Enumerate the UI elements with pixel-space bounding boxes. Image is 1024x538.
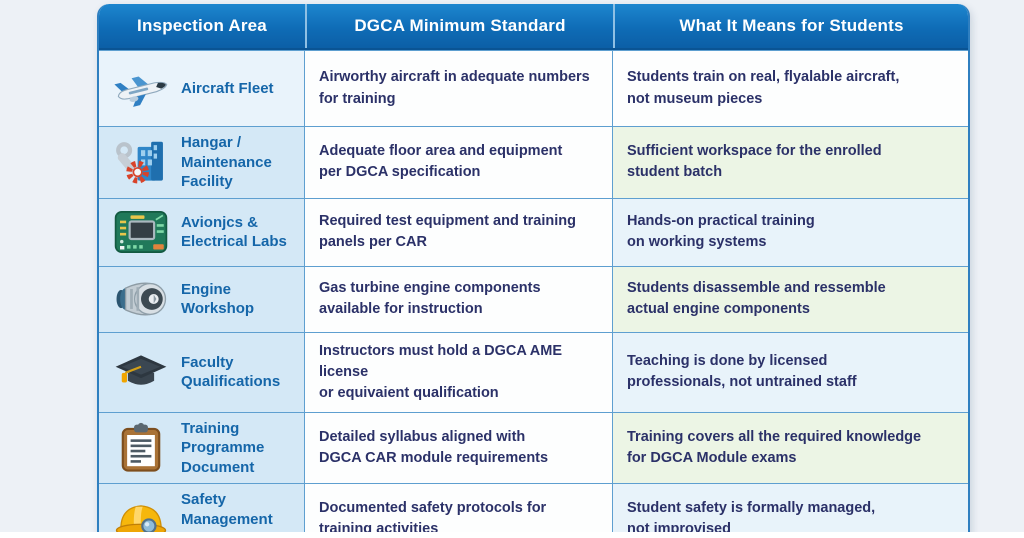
airplane-icon: [111, 66, 171, 112]
table-row: Avionjcs & Electrical Labs Required test…: [99, 197, 968, 266]
inspection-area-label: Hangar / Maintenance Facility: [181, 134, 272, 190]
meaning-cell: Sufficient workspace for the enrolled st…: [613, 127, 968, 198]
inspection-area-label: Aircraft Fleet: [181, 79, 274, 97]
graduation-cap-icon: [111, 350, 171, 394]
column-header-what-it-means: What It Means for Students: [613, 4, 968, 48]
meaning-cell: Teaching is done by licensed professiona…: [613, 332, 968, 412]
hangar-maintenance-icon: [111, 136, 171, 188]
jet-engine-icon: [111, 276, 171, 322]
meaning-cell: Students train on real, flyalable aircra…: [613, 51, 968, 126]
column-header-dgca-minimum-standard: DGCA Minimum Standard: [305, 4, 613, 48]
column-header-inspection-area: Inspection Area: [137, 16, 267, 35]
standard-cell: Documented safety protocols for training…: [305, 484, 613, 538]
page-bottom-strip: [0, 532, 1024, 538]
table-row: Engine Workshop Gas turbine engine compo…: [99, 265, 968, 332]
inspection-area-label: Safety Management System: [181, 491, 273, 538]
table-header-row: Inspection Area DGCA Minimum Standard Wh…: [99, 4, 968, 50]
inspection-area-cell: Safety Management System: [99, 484, 305, 538]
standard-cell: Required test equipment and training pan…: [305, 198, 613, 266]
dgca-comparison-table: Inspection Area DGCA Minimum Standard Wh…: [97, 4, 970, 538]
table-row: Safety Management System Documented safe…: [99, 483, 968, 538]
table-row: Hangar / Maintenance Facility Adequate f…: [99, 126, 968, 198]
inspection-area-cell: Avionjcs & Electrical Labs: [99, 198, 305, 266]
clipboard-document-icon: [111, 422, 171, 474]
jet-engine-icon-cell: Engine Workshop: [99, 266, 305, 332]
inspection-area-cell: Training Programme Document: [99, 412, 305, 484]
standard-cell: Detailed syllabus aligned with DGCA CAR …: [305, 412, 613, 484]
inspection-area-label: Engine Workshop: [181, 280, 255, 318]
inspection-area-label: Faculty Qualifications: [181, 353, 281, 391]
inspection-area-cell: Hangar / Maintenance Facility: [99, 127, 305, 198]
meaning-cell: Training covers all the required knowled…: [613, 412, 968, 484]
inspection-area-label: Training Programme Document: [181, 419, 265, 476]
meaning-cell: Student safety is formally managed, not …: [613, 484, 968, 538]
standard-cell: Gas turbine engine components available …: [305, 266, 613, 332]
table-row: Faculty Qualifications Instructors must …: [99, 331, 968, 412]
meaning-cell: Students disassemble and ressemble actua…: [613, 266, 968, 332]
meaning-cell: Hands-on practical training on working s…: [613, 198, 968, 266]
standard-cell: Instructors must hold a DGCA AME license…: [305, 332, 613, 412]
standard-cell: Airworthy aircraft in adequate numbers f…: [305, 51, 613, 126]
inspection-area-cell: Faculty Qualifications: [99, 332, 305, 412]
table-row: Training Programme Document Detailed syl…: [99, 411, 968, 484]
table-row: Aircraft Fleet Airworthy aircraft in ade…: [99, 50, 968, 126]
inspection-area-label: Avionjcs & Electrical Labs: [181, 213, 287, 251]
circuit-board-icon: [111, 209, 171, 255]
inspection-area-cell: Aircraft Fleet: [99, 51, 305, 126]
standard-cell: Adequate floor area and equipment per DG…: [305, 127, 613, 198]
